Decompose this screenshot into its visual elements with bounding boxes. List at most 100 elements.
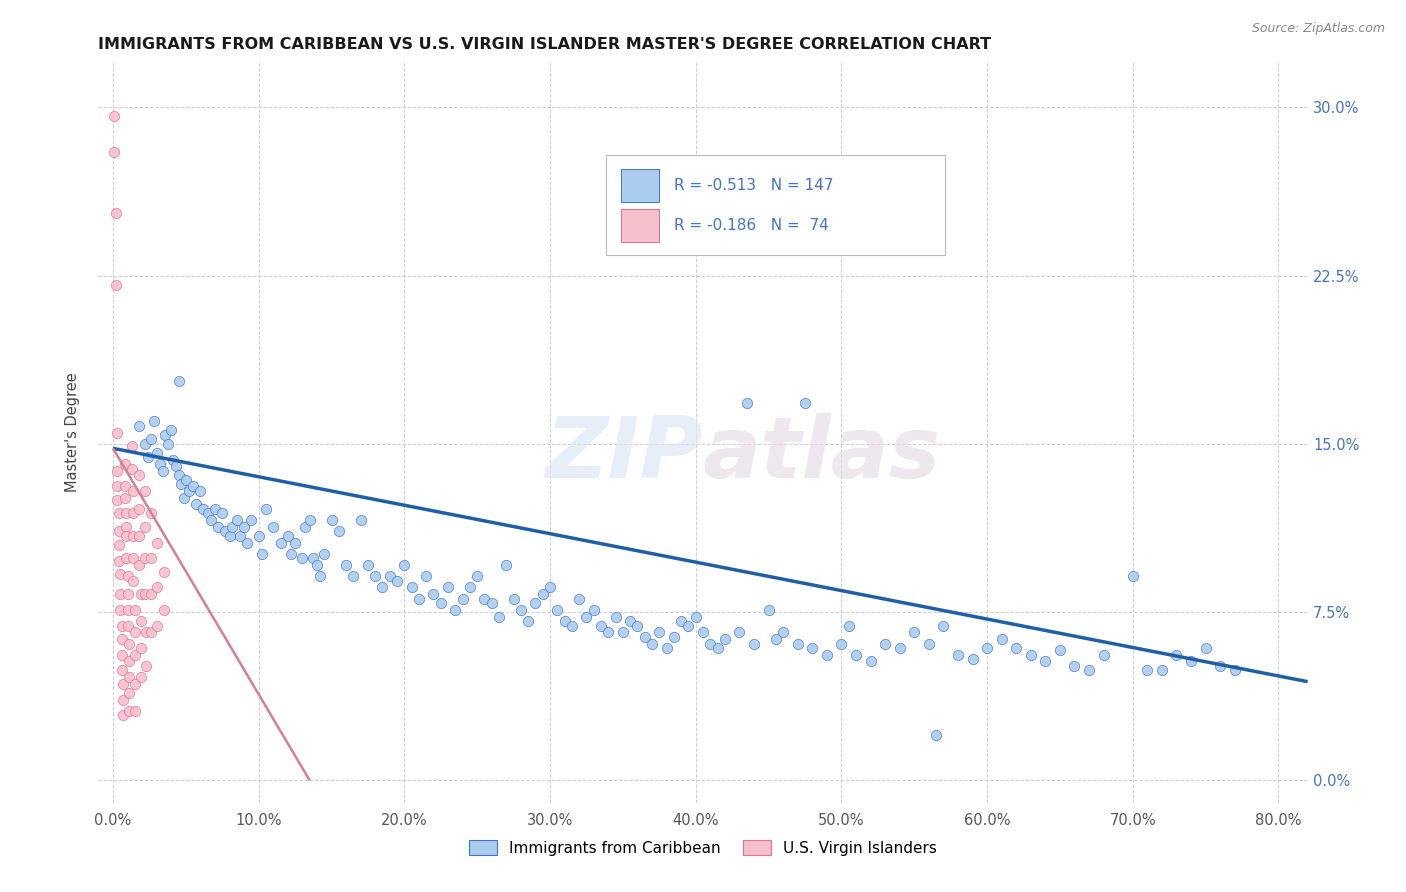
Point [108,538,131,552]
Point [728,625,751,640]
Point [167,468,190,483]
Point [371,581,394,595]
Point [342,569,364,583]
Point [531,587,554,601]
Point [170,477,193,491]
Point [1005,640,1028,655]
Point [1033,655,1056,669]
Point [301,551,323,566]
Point [619,614,641,628]
Point [582,603,605,617]
Point [678,618,700,632]
Point [149,457,172,471]
Point [1223,664,1246,678]
Point [925,729,948,743]
Point [903,625,925,640]
Point [254,502,277,516]
Point [474,591,496,606]
Point [135,625,157,640]
Point [165,459,187,474]
Point [153,603,176,617]
Point [394,558,416,572]
Point [554,614,576,628]
Point [129,614,152,628]
Point [108,553,131,567]
Point [685,609,707,624]
Point [134,483,156,498]
Point [612,625,634,640]
Point [200,513,222,527]
Point [160,423,183,437]
Point [112,692,135,706]
Text: R = -0.186   N =  74: R = -0.186 N = 74 [673,218,828,233]
Point [742,636,765,650]
Point [481,596,503,610]
Point [429,596,451,610]
Point [117,603,139,617]
Point [184,497,207,511]
Point [110,566,132,581]
Point [134,437,156,451]
Point [145,618,167,632]
FancyBboxPatch shape [606,155,945,255]
Point [128,418,150,433]
Point [605,609,627,624]
Point [103,109,125,123]
Point [240,513,263,527]
Point [1180,655,1202,669]
Point [1209,659,1232,673]
FancyBboxPatch shape [621,169,659,202]
Point [277,529,299,543]
Point [502,591,524,606]
Point [626,618,648,632]
Point [134,587,156,601]
Point [247,529,270,543]
Point [104,206,127,220]
Point [815,648,838,662]
Point [128,529,150,543]
Point [124,677,146,691]
Point [236,535,259,549]
Point [714,632,737,646]
Point [112,677,135,691]
Point [177,483,200,498]
Point [117,618,139,632]
Point [378,569,401,583]
Point [129,640,152,655]
Point [211,507,233,521]
Point [117,587,139,601]
Point [190,483,212,498]
Point [145,535,167,549]
Point [408,591,430,606]
Point [115,551,138,566]
Point [794,396,817,410]
Point [641,636,664,650]
Point [364,569,387,583]
Point [538,581,561,595]
Point [145,446,167,460]
Point [104,277,127,292]
Point [1150,664,1173,678]
Point [204,502,226,516]
Point [115,520,138,534]
Point [932,618,955,632]
Point [173,491,195,505]
Point [735,396,758,410]
Point [118,655,141,669]
Point [305,558,328,572]
Point [122,529,145,543]
Point [291,551,314,566]
Point [111,648,134,662]
Point [124,648,146,662]
Point [598,625,620,640]
Point [214,524,236,539]
Point [118,670,141,684]
Point [114,479,136,493]
Point [115,529,138,543]
Point [121,461,143,475]
Point [152,464,174,478]
Point [221,520,243,534]
Point [1166,648,1188,662]
Point [122,574,145,588]
Point [422,587,444,601]
